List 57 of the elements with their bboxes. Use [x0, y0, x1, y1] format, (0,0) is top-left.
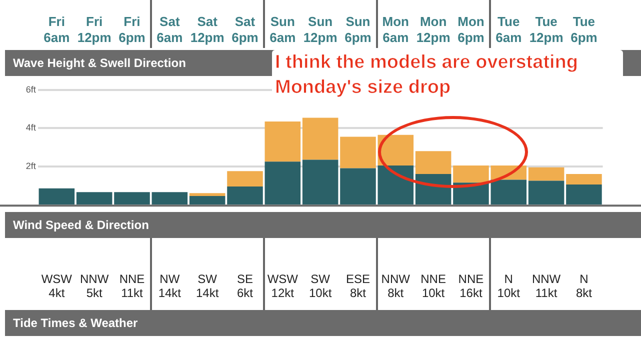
text: SE 6kt — [236, 272, 254, 300]
bar — [227, 171, 263, 186]
y-tick-label: 4ft — [26, 122, 36, 133]
x-tick-label: Sun 6pm — [344, 14, 372, 45]
x-tick-label: Mon 6pm — [458, 14, 484, 45]
x-tick-label: Fri 6pm — [118, 14, 146, 45]
x-tick-label: Tue 12pm — [529, 14, 564, 45]
bar — [264, 122, 301, 162]
x-tick-label: Sat 12pm — [190, 14, 224, 45]
bar — [566, 174, 602, 185]
bar — [340, 168, 376, 205]
bar — [415, 151, 452, 174]
text: NNW 8kt — [380, 272, 411, 300]
y-tick-label: 6ft — [26, 84, 36, 94]
bar — [76, 192, 112, 205]
bar — [189, 193, 226, 196]
x-tick-label: Tue 6pm — [570, 14, 598, 45]
text: SW 10kt — [308, 272, 333, 300]
text: WSW 4kt — [40, 272, 73, 300]
x-tick-label: Tue 6am — [496, 14, 522, 45]
x-tick-label: Sun 6am — [270, 14, 296, 45]
x-tick-label: Sat 6am — [156, 14, 183, 45]
bar — [528, 167, 564, 181]
bar — [528, 180, 564, 205]
chart-title: Wave Height & Swell Direction — [13, 56, 186, 70]
text: N 8kt — [574, 272, 593, 300]
bar — [189, 196, 226, 205]
bar — [302, 118, 338, 160]
text: WSW 12kt — [266, 272, 299, 300]
bar — [38, 188, 75, 205]
x-tick-label: Fri 12pm — [77, 14, 112, 45]
text: NNE 10kt — [420, 272, 447, 300]
y-tick-label: 2ft — [26, 160, 36, 171]
bar — [378, 165, 414, 205]
bar — [566, 184, 602, 205]
text: Tide Times & Weather — [5, 310, 641, 336]
bar — [152, 192, 188, 205]
text: NNW 11kt — [530, 272, 562, 300]
text: Wind Speed & Direction — [5, 212, 641, 238]
text: SW 14kt — [194, 272, 220, 300]
x-tick-label: Sun 12pm — [303, 14, 338, 45]
bar — [340, 136, 376, 168]
x-tick-label: Mon 12pm — [416, 14, 450, 45]
text: N 10kt — [496, 272, 521, 300]
bar — [114, 192, 150, 205]
bar — [227, 186, 263, 205]
x-tick-label: Sat 6pm — [232, 14, 258, 45]
bar — [264, 162, 301, 205]
text: NNW 5kt — [78, 272, 110, 300]
bar — [302, 160, 338, 205]
text: NNE 11kt — [118, 272, 146, 300]
x-tick-label: Mon 6am — [382, 14, 410, 45]
text: NW 14kt — [157, 272, 182, 300]
x-tick-label: Fri 6am — [44, 14, 70, 45]
annotation: I think the models are overstating Monday's size drop — [272, 50, 623, 100]
text: NNE 16kt — [457, 272, 485, 300]
text: ESE 8kt — [344, 272, 371, 300]
